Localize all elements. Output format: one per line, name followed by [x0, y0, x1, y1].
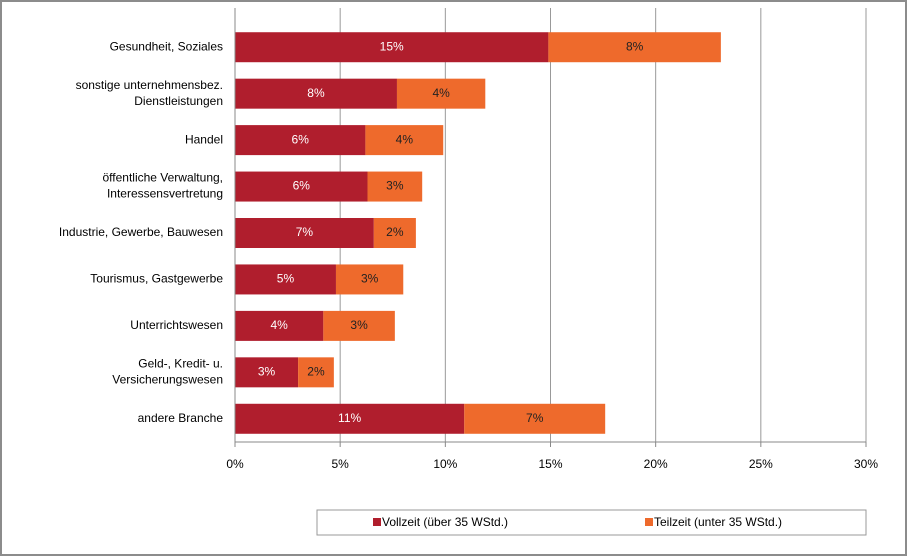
bar-segment [335, 264, 404, 295]
data-label: 8% [307, 86, 325, 100]
x-tick-label: 10% [433, 457, 457, 471]
data-label: 3% [361, 272, 379, 286]
bar-segment [235, 403, 465, 434]
data-label: 2% [307, 365, 325, 379]
data-label: 4% [396, 132, 414, 146]
y-tick-label: Dienstleistungen [134, 94, 223, 108]
bar-segment [373, 218, 416, 248]
data-label: 2% [386, 225, 404, 239]
y-tick-label: Gesundheit, Soziales [110, 39, 223, 53]
y-tick-label: sonstige unternehmensbez. [76, 78, 223, 92]
data-label: 4% [270, 318, 288, 332]
bar-segment [235, 264, 336, 295]
legend-label: Teilzeit (unter 35 WStd.) [654, 515, 782, 529]
legend-swatch [373, 518, 381, 526]
bar-segment [235, 310, 324, 341]
data-label: 7% [296, 225, 314, 239]
data-label: 11% [338, 411, 361, 425]
bar-segment [235, 125, 366, 156]
legend-swatch [645, 518, 653, 526]
y-tick-label: Unterrichtswesen [130, 318, 223, 332]
y-tick-label: Industrie, Gewerbe, Bauwesen [59, 225, 223, 239]
x-tick-label: 30% [854, 457, 878, 471]
legend-box [316, 509, 867, 536]
bar-segment [235, 78, 397, 109]
bar-segment [235, 357, 299, 388]
data-label: 3% [386, 179, 404, 193]
x-tick-label: 5% [331, 457, 349, 471]
x-tick-label: 20% [644, 457, 668, 471]
data-label: 4% [432, 86, 450, 100]
bar-segment [323, 310, 395, 341]
legend-label: Vollzeit (über 35 WStd.) [382, 515, 508, 529]
bar-segment [396, 78, 486, 109]
x-tick-label: 0% [226, 457, 244, 471]
data-label: 6% [292, 132, 310, 146]
bar-segment [464, 403, 606, 434]
y-tick-label: Geld-, Kredit- u. [138, 357, 223, 371]
data-label: 5% [277, 272, 295, 286]
bar-segment [367, 171, 423, 202]
y-tick-label: Handel [185, 132, 223, 146]
data-label: 15% [380, 39, 404, 53]
bar-segment [235, 32, 549, 63]
bar-segment [365, 125, 444, 156]
bar-segment [235, 218, 374, 248]
bar-segment [235, 171, 368, 202]
data-label: 3% [258, 365, 276, 379]
y-tick-label: Versicherungswesen [112, 373, 223, 387]
y-tick-label: andere Branche [138, 411, 224, 425]
x-tick-label: 25% [749, 457, 773, 471]
data-label: 3% [350, 318, 368, 332]
y-tick-label: Tourismus, Gastgewerbe [90, 272, 223, 286]
y-tick-label: Interessensvertretung [107, 187, 223, 201]
bar-segment [298, 357, 334, 388]
bar-segment [548, 32, 721, 63]
x-tick-label: 15% [538, 457, 562, 471]
y-tick-label: öffentliche Verwaltung, [102, 171, 223, 185]
data-label: 8% [626, 39, 644, 53]
data-label: 7% [526, 411, 544, 425]
data-label: 6% [293, 179, 311, 193]
